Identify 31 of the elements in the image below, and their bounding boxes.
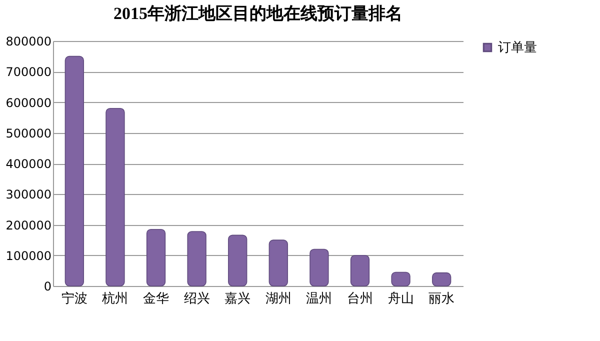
x-tick-label: 台州 — [346, 292, 373, 306]
y-tick-label: 500000 — [6, 126, 52, 140]
x-tick-label: 湖州 — [265, 292, 292, 306]
bar — [268, 240, 288, 286]
x-tick-label: 舟山 — [388, 292, 414, 306]
y-tick-label: 600000 — [6, 96, 52, 110]
bar — [106, 108, 125, 286]
bar — [146, 228, 166, 286]
x-tick-label: 绍兴 — [184, 292, 210, 306]
chart-title: 2015年浙江地区目的地在线预订量排名 — [114, 4, 402, 23]
bar — [350, 254, 370, 286]
y-tick-label: 100000 — [6, 248, 52, 263]
x-tick-label: 宁波 — [61, 290, 88, 306]
x-tick-label: 杭州 — [101, 292, 128, 306]
x-tick-label: 温州 — [306, 292, 332, 306]
bar — [64, 56, 84, 286]
y-tick-label: 700000 — [6, 65, 52, 80]
bar — [187, 231, 206, 286]
bar — [391, 272, 410, 286]
x-tick-label: 丽水 — [428, 292, 455, 306]
y-tick-label: 0 — [44, 280, 52, 294]
y-tick-label: 300000 — [6, 188, 52, 202]
x-tick-label: 嘉兴 — [224, 292, 251, 306]
bar — [432, 272, 452, 286]
x-tick-label: 金华 — [143, 292, 170, 306]
y-tick-label: 200000 — [6, 218, 52, 232]
bar — [310, 248, 329, 286]
y-tick-label: 800000 — [6, 34, 52, 48]
y-tick-label: 400000 — [6, 157, 52, 171]
bar — [228, 234, 248, 286]
legend-label: 订单量 — [498, 40, 537, 56]
